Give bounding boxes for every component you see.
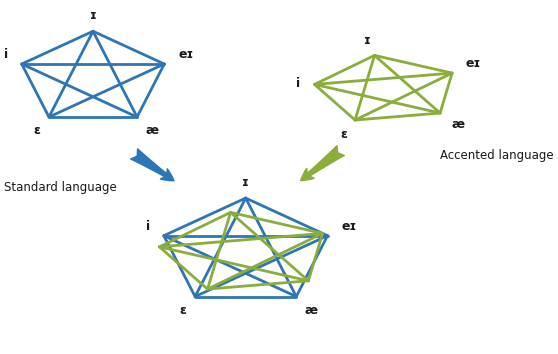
Text: eɪ: eɪ	[178, 48, 193, 61]
Text: i: i	[146, 220, 150, 233]
Text: eɪ: eɪ	[465, 57, 481, 70]
Text: i: i	[4, 48, 8, 61]
Text: i: i	[296, 77, 300, 90]
Text: Standard language: Standard language	[4, 181, 117, 194]
Text: ε: ε	[33, 124, 41, 137]
Text: æ: æ	[146, 124, 158, 137]
Text: eɪ: eɪ	[341, 220, 357, 233]
Text: æ: æ	[452, 118, 465, 131]
Text: ε: ε	[340, 128, 347, 141]
Text: ɪ: ɪ	[242, 176, 249, 189]
Text: ɪ: ɪ	[90, 9, 97, 22]
Text: ɪ: ɪ	[364, 34, 371, 46]
Text: æ: æ	[305, 304, 318, 317]
Text: Accented language: Accented language	[440, 149, 554, 162]
Text: ε: ε	[180, 304, 186, 317]
